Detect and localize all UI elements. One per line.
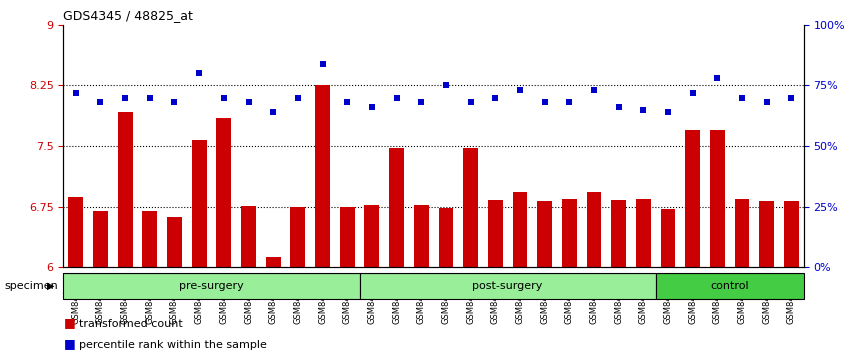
Bar (784, 201, 799, 267)
Bar (586, 192, 602, 267)
Bar (241, 206, 255, 267)
Bar (69, 197, 83, 267)
Point (94, 99, 107, 105)
Point (168, 99, 181, 105)
Bar (192, 141, 206, 267)
Point (340, 99, 354, 105)
Point (69, 90, 83, 96)
Text: post-surgery: post-surgery (472, 281, 543, 291)
Bar (513, 192, 527, 267)
Bar (315, 85, 330, 267)
Bar (463, 148, 478, 267)
Point (291, 95, 305, 101)
Bar (562, 199, 577, 267)
Point (316, 61, 329, 67)
Bar (636, 199, 651, 267)
Bar (759, 201, 774, 267)
Text: ■: ■ (63, 316, 75, 329)
Bar (389, 148, 404, 267)
Bar (611, 200, 626, 267)
Bar (734, 199, 750, 267)
Point (217, 95, 231, 101)
Bar (537, 201, 552, 267)
Point (538, 99, 552, 105)
Point (735, 95, 749, 101)
Point (563, 99, 576, 105)
Point (464, 99, 477, 105)
Bar (167, 217, 182, 267)
Bar (290, 207, 305, 267)
Bar (414, 205, 429, 267)
Point (439, 82, 453, 88)
Point (488, 95, 502, 101)
Point (242, 99, 255, 105)
Point (636, 107, 650, 113)
Text: specimen: specimen (4, 281, 58, 291)
Text: control: control (711, 281, 749, 291)
Bar (488, 200, 503, 267)
Text: GDS4345 / 48825_at: GDS4345 / 48825_at (63, 9, 194, 22)
Bar (661, 209, 675, 267)
Text: percentile rank within the sample: percentile rank within the sample (79, 341, 266, 350)
Text: pre-surgery: pre-surgery (179, 281, 244, 291)
Point (514, 87, 527, 93)
Point (760, 99, 773, 105)
Point (266, 109, 280, 115)
Bar (118, 112, 133, 267)
Point (118, 95, 132, 101)
Bar (142, 211, 157, 267)
Text: ▶: ▶ (47, 281, 54, 291)
Bar (93, 211, 107, 267)
Bar (710, 130, 725, 267)
Point (686, 90, 700, 96)
Point (365, 104, 379, 110)
Point (192, 70, 206, 76)
Point (587, 87, 601, 93)
Point (662, 109, 675, 115)
Bar (685, 130, 700, 267)
Text: ■: ■ (63, 337, 75, 350)
Bar (63, 273, 360, 299)
Point (143, 95, 157, 101)
Bar (340, 207, 354, 267)
Point (784, 95, 798, 101)
Point (711, 75, 724, 81)
Bar (438, 208, 453, 267)
Bar (266, 257, 281, 267)
Point (415, 99, 428, 105)
Text: transformed count: transformed count (79, 319, 183, 329)
Bar (365, 205, 379, 267)
Point (612, 104, 625, 110)
Bar (217, 118, 231, 267)
Bar (360, 273, 656, 299)
Point (390, 95, 404, 101)
Bar (656, 273, 804, 299)
